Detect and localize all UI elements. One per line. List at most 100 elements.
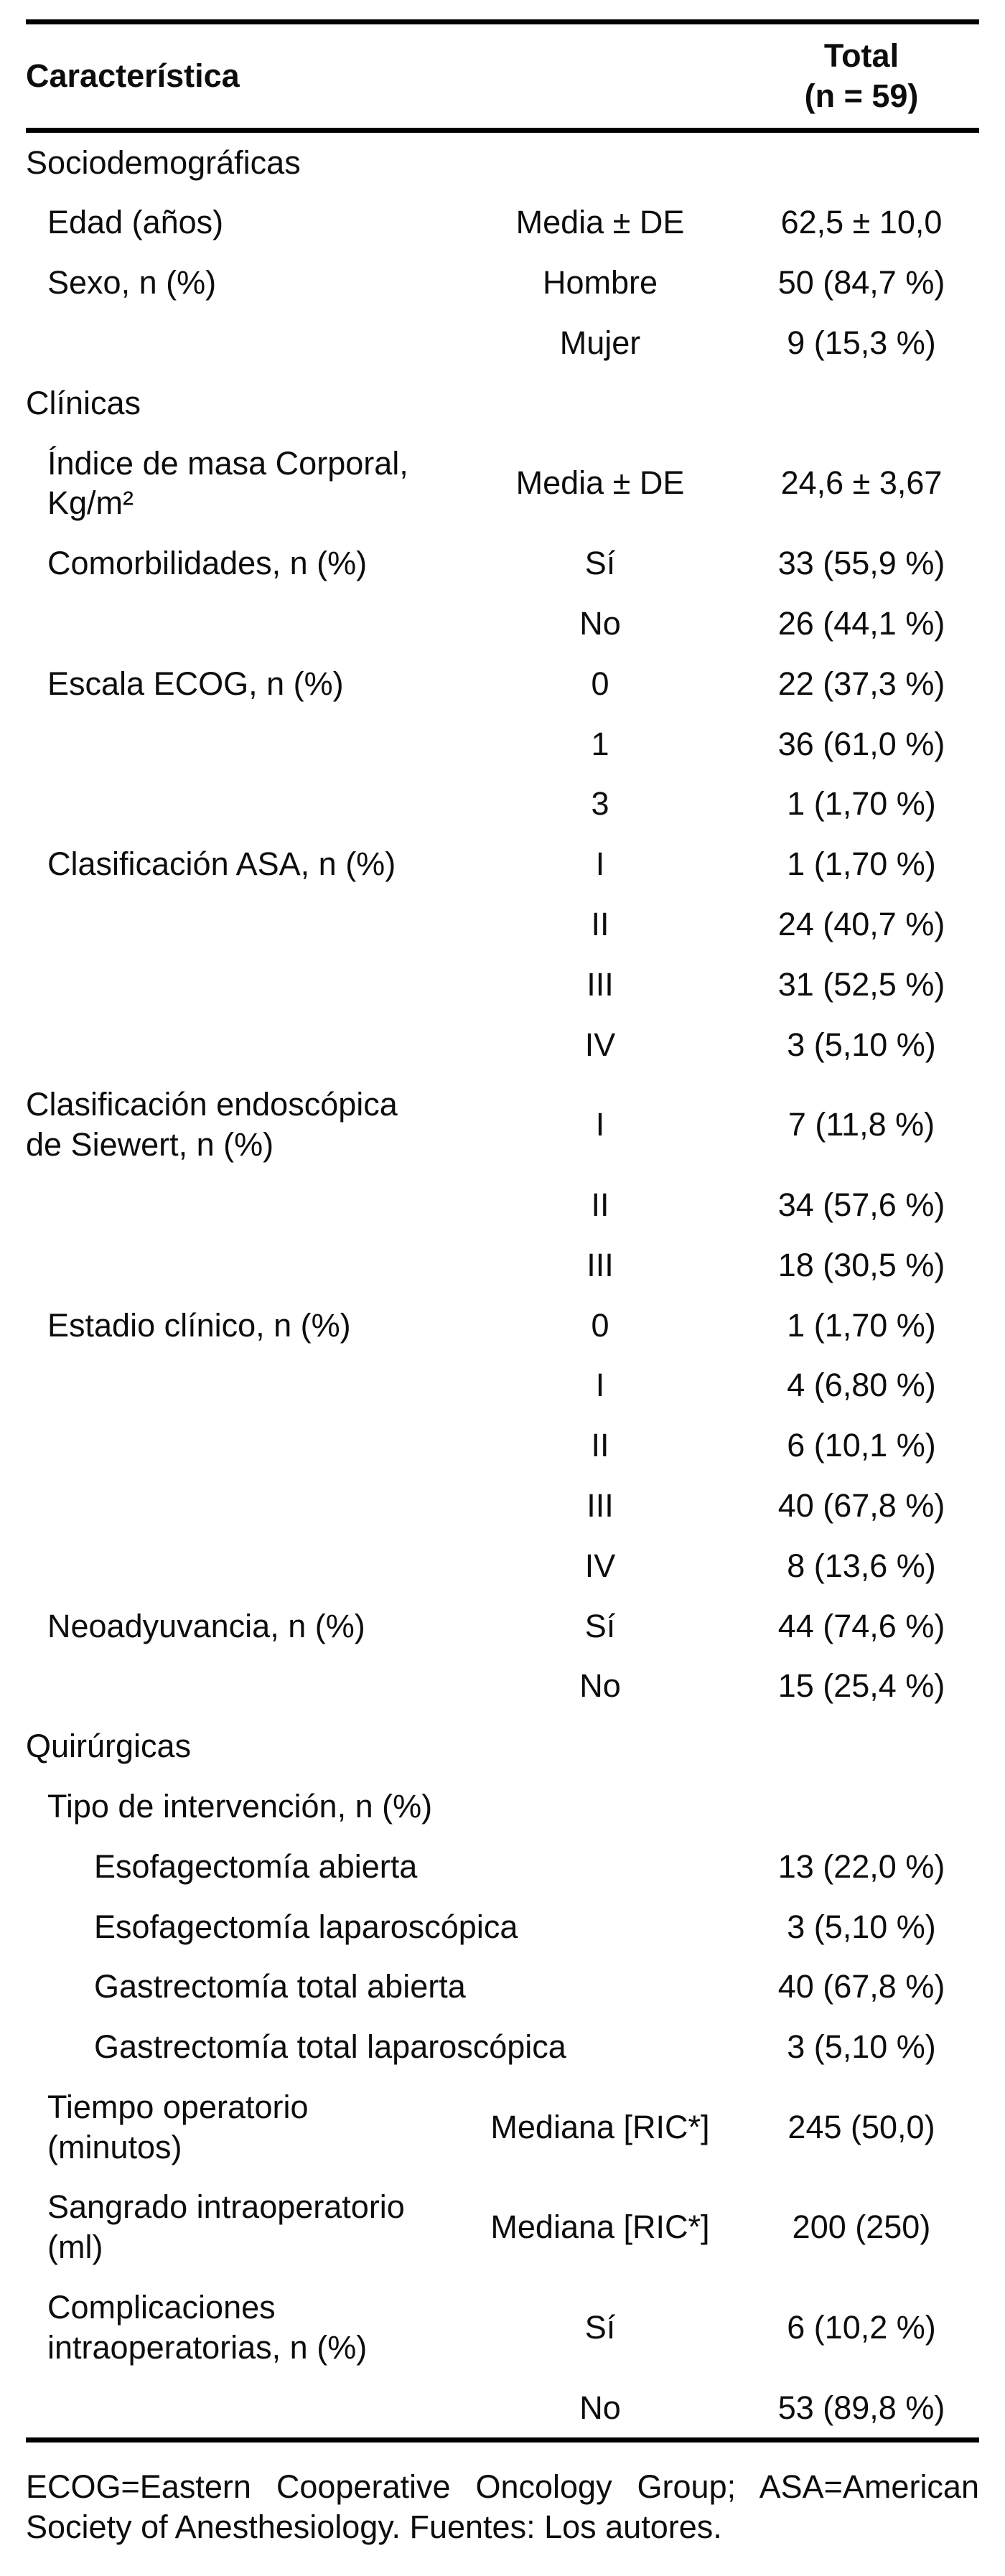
- label-cell: [26, 1355, 457, 1415]
- label-cell: [26, 2378, 457, 2440]
- table-row: Tipo de intervención, n (%): [26, 1776, 979, 1837]
- table-row: Clasificación ASA, n (%) I 1 (1,70 %): [26, 834, 979, 894]
- table-row: III 18 (30,5 %): [26, 1235, 979, 1296]
- label-cell: [26, 894, 457, 955]
- sublabel-cell: III: [586, 1486, 614, 1524]
- label-cell: [26, 1536, 457, 1596]
- table-row: II 24 (40,7 %): [26, 894, 979, 955]
- value-cell: 18 (30,5 %): [777, 1246, 945, 1283]
- sublabel-cell: No: [579, 2389, 621, 2426]
- value-cell: 6 (10,1 %): [787, 1427, 936, 1464]
- section-row: Clínicas: [26, 373, 979, 434]
- label-cell: Edad (años): [47, 204, 224, 241]
- label-cell: Neoadyuvancia, n (%): [47, 1607, 365, 1644]
- table-row: III 40 (67,8 %): [26, 1476, 979, 1536]
- label-cell: [26, 1015, 457, 1075]
- table-row: Complicaciones intraoperatorias, n (%) Sí…: [26, 2277, 979, 2378]
- label-cell: Sexo, n (%): [47, 264, 217, 301]
- value-cell: 44 (74,6 %): [777, 1607, 945, 1644]
- label-cell: Clasificación ASA, n (%): [47, 846, 396, 883]
- label-cell: Clasificación endoscópica de Siewert, n …: [26, 1086, 398, 1163]
- footnote-line-2: Society of Anesthesiology. Fuentes: Los …: [26, 2509, 722, 2546]
- paper-table-page: Característica Total (n = 59) Sociodemog…: [26, 19, 979, 2547]
- label-cell: Complicaciones intraoperatorias, n (%): [47, 2289, 368, 2366]
- label-cell: Tiempo operatorio (minutos): [47, 2088, 309, 2165]
- table-row: IV 8 (13,6 %): [26, 1536, 979, 1596]
- value-cell: 6 (10,2 %): [787, 2308, 936, 2346]
- value-cell: 22 (37,3 %): [777, 665, 945, 702]
- sublabel-cell: II: [591, 905, 609, 942]
- header-total: Total (n = 59): [804, 37, 919, 114]
- label-cell: [26, 955, 457, 1015]
- sublabel-cell: Mediana [RIC*]: [490, 2209, 710, 2246]
- sublabel-cell: Hombre: [542, 264, 658, 301]
- table-row: Mujer 9 (15,3 %): [26, 313, 979, 373]
- label-cell: Comorbilidades, n (%): [47, 545, 368, 582]
- value-cell: 4 (6,80 %): [787, 1367, 936, 1404]
- table-row: I 4 (6,80 %): [26, 1355, 979, 1415]
- table-row: Esofagectomía laparoscópica 3 (5,10 %): [26, 1897, 979, 1957]
- sublabel-cell: III: [586, 965, 614, 1003]
- value-cell: 24 (40,7 %): [777, 905, 945, 942]
- value-cell: 245 (50,0): [787, 2108, 935, 2145]
- label-cell: Esofagectomía laparoscópica: [94, 1908, 518, 1945]
- sublabel-cell: IV: [584, 1547, 616, 1584]
- section-label: Quirúrgicas: [26, 1728, 192, 1765]
- table-row: Estadio clínico, n (%) 0 1 (1,70 %): [26, 1296, 979, 1356]
- value-cell: 1 (1,70 %): [787, 846, 936, 883]
- label-cell: [26, 1476, 457, 1536]
- label-cell: Esofagectomía abierta: [94, 1847, 418, 1885]
- value-cell: 33 (55,9 %): [777, 545, 945, 582]
- sublabel-cell: IV: [584, 1026, 616, 1063]
- label-cell: [26, 1175, 457, 1235]
- sublabel-cell: 0: [591, 665, 609, 702]
- sublabel-cell: Media ± DE: [515, 464, 685, 502]
- value-cell: 1 (1,70 %): [787, 1306, 936, 1344]
- value-cell: [744, 1776, 979, 1837]
- header-row: Característica Total (n = 59): [26, 22, 979, 131]
- label-cell: Estadio clínico, n (%): [47, 1306, 351, 1344]
- value-cell: 1 (1,70 %): [787, 785, 936, 823]
- value-cell: 3 (5,10 %): [787, 1026, 936, 1063]
- table-row: 3 1 (1,70 %): [26, 774, 979, 834]
- value-cell: 3 (5,10 %): [787, 2028, 936, 2066]
- table-row: Sexo, n (%) Hombre 50 (84,7 %): [26, 253, 979, 313]
- sublabel-cell: III: [586, 1246, 614, 1283]
- table-row: No 53 (89,8 %): [26, 2378, 979, 2440]
- table-row: Clasificación endoscópica de Siewert, n …: [26, 1074, 979, 1175]
- table-row: Sangrado intraoperatorio (ml) Mediana [RI…: [26, 2177, 979, 2277]
- sublabel-cell: 0: [591, 1306, 609, 1344]
- value-cell: 40 (67,8 %): [777, 1486, 945, 1524]
- table-row: Gastrectomía total laparoscópica 3 (5,10 …: [26, 2017, 979, 2077]
- sublabel-cell: Sí: [584, 2308, 616, 2346]
- label-cell: Gastrectomía total laparoscópica: [94, 2028, 566, 2066]
- table-row: No 26 (44,1 %): [26, 594, 979, 654]
- sublabel-cell: II: [591, 1427, 609, 1464]
- label-cell: Escala ECOG, n (%): [47, 665, 344, 702]
- value-cell: 50 (84,7 %): [777, 264, 945, 301]
- table-row: Índice de masa Corporal, Kg/m² Media ± DE…: [26, 434, 979, 534]
- sublabel-cell: Mujer: [559, 324, 641, 361]
- label-cell: [26, 594, 457, 654]
- label-cell: [26, 774, 457, 834]
- label-cell: [26, 714, 457, 774]
- header-spacer: [457, 22, 744, 131]
- sublabel-cell: No: [579, 604, 621, 642]
- value-cell: 13 (22,0 %): [777, 1847, 945, 1885]
- value-cell: 24,6 ± 3,67: [780, 464, 943, 502]
- table-row: IV 3 (5,10 %): [26, 1015, 979, 1075]
- sublabel-cell: [457, 1776, 744, 1837]
- label-cell: [26, 1656, 457, 1716]
- label-cell: [26, 1235, 457, 1296]
- table-row: Comorbilidades, n (%) Sí 33 (55,9 %): [26, 533, 979, 594]
- sublabel-cell: No: [579, 1667, 621, 1705]
- value-cell: 15 (25,4 %): [777, 1667, 945, 1705]
- sublabel-cell: II: [591, 1186, 609, 1223]
- table-row: II 6 (10,1 %): [26, 1415, 979, 1476]
- value-cell: 36 (61,0 %): [777, 725, 945, 762]
- label-cell: Índice de masa Corporal, Kg/m²: [47, 444, 408, 522]
- sublabel-cell: Sí: [584, 545, 616, 582]
- section-label: Clínicas: [26, 384, 141, 421]
- value-cell: 53 (89,8 %): [777, 2389, 945, 2426]
- value-cell: 62,5 ± 10,0: [780, 204, 943, 241]
